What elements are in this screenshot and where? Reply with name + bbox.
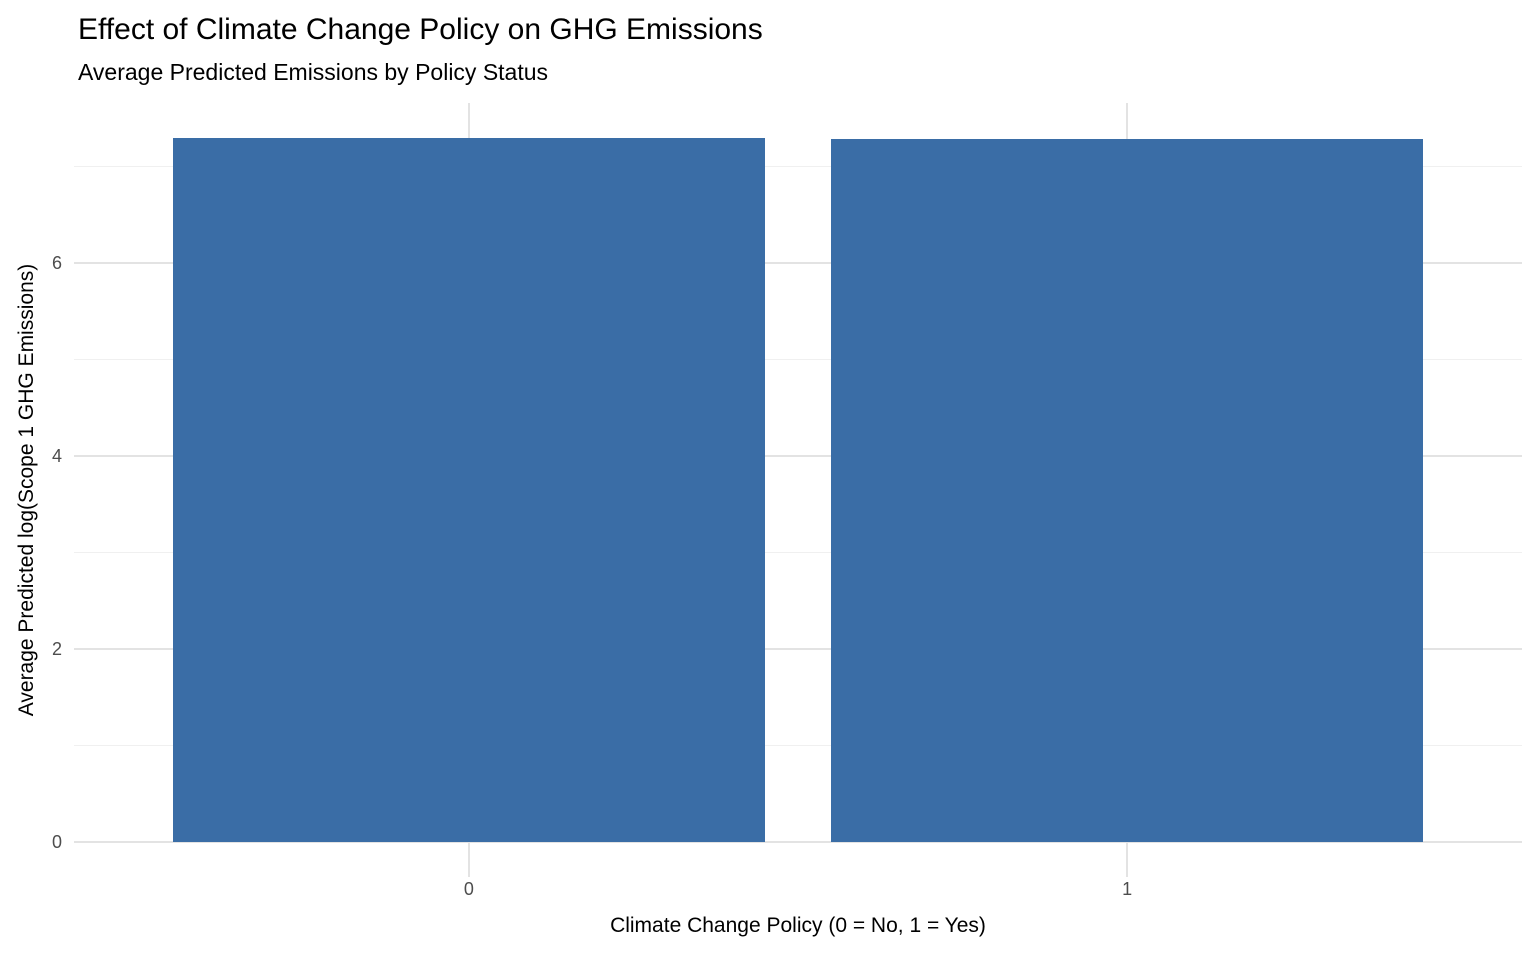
chart-title: Effect of Climate Change Policy on GHG E…: [78, 13, 763, 46]
y-tick-label: 0: [51, 831, 62, 852]
y-tick-label: 4: [51, 445, 62, 466]
plot-panel: [74, 103, 1522, 877]
y-gridline-major: [74, 840, 1522, 843]
y-axis-title: Average Predicted log(Scope 1 GHG Emissi…: [15, 263, 38, 717]
chart-subtitle: Average Predicted Emissions by Policy St…: [78, 59, 549, 85]
x-tick-label: 1: [1122, 879, 1133, 899]
y-gridline-major: [74, 647, 1522, 650]
y-gridline-minor: [74, 744, 1522, 746]
bar: [830, 139, 1424, 842]
y-gridline-minor: [74, 165, 1522, 167]
x-axis-title: Climate Change Policy (0 = No, 1 = Yes): [610, 914, 986, 937]
y-tick-label: 6: [51, 252, 62, 273]
bar: [172, 138, 766, 842]
y-gridline-minor: [74, 551, 1522, 553]
y-gridline-major: [74, 261, 1522, 264]
y-tick-label: 2: [51, 638, 62, 659]
x-tick-label: 0: [463, 879, 474, 899]
y-gridline-minor: [74, 358, 1522, 360]
y-gridline-major: [74, 454, 1522, 457]
